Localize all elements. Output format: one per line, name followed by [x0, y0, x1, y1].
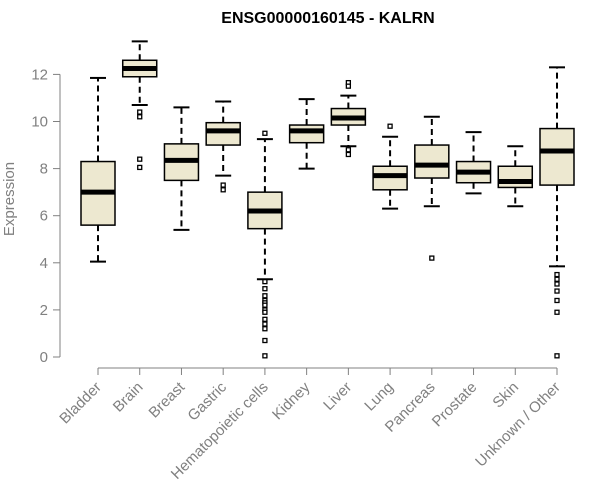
- outlier-point: [345, 147, 352, 153]
- outlier-point: [262, 286, 268, 292]
- box-group: [247, 130, 283, 359]
- y-tick-label: 4: [40, 255, 48, 272]
- x-tick-label: Skin: [489, 379, 522, 412]
- outlier-point: [262, 337, 268, 344]
- outlier-point: [554, 309, 560, 315]
- outlier-point: [554, 281, 560, 287]
- outlier-point: [137, 156, 143, 162]
- y-axis-title: Expression: [1, 162, 18, 236]
- x-tick-label: Prostate: [429, 379, 481, 431]
- y-tick-label: 2: [40, 302, 48, 319]
- box-group: [163, 106, 200, 231]
- box-group: [288, 98, 325, 170]
- outlier-point: [262, 293, 268, 299]
- outlier-point: [554, 271, 560, 278]
- box-group: [414, 115, 450, 261]
- box-group: [121, 40, 158, 171]
- box-group: [80, 76, 116, 263]
- box-group: [330, 79, 367, 158]
- outlier-point: [137, 164, 143, 171]
- outlier-point: [262, 278, 268, 285]
- box-group: [455, 131, 492, 195]
- outlier-point: [262, 316, 268, 322]
- outlier-point: [554, 276, 560, 282]
- x-tick-label: Liver: [320, 379, 355, 414]
- box-iqr: [497, 165, 534, 189]
- box-iqr: [205, 121, 241, 146]
- box-group: [372, 123, 408, 210]
- outlier-point: [345, 83, 352, 89]
- outlier-point: [262, 321, 268, 327]
- x-tick-label: Brain: [110, 379, 147, 416]
- y-axis: 0 2 4 6 8 10 12: [31, 66, 61, 366]
- box-iqr: [288, 124, 325, 144]
- outlier-point: [554, 353, 560, 359]
- box-group: [539, 66, 575, 359]
- box-iqr: [414, 144, 450, 179]
- y-tick-label: 12: [31, 66, 48, 83]
- box-group: [497, 145, 534, 208]
- box-iqr: [539, 127, 575, 186]
- outlier-point: [220, 187, 226, 193]
- outlier-point: [554, 288, 560, 294]
- y-tick-label: 8: [40, 161, 48, 178]
- outlier-point: [262, 309, 268, 315]
- outlier-point: [137, 109, 143, 115]
- outlier-point: [137, 114, 143, 120]
- y-tick-label: 6: [40, 208, 48, 225]
- x-tick-label: Breast: [146, 378, 189, 421]
- y-tick-label: 0: [40, 349, 48, 366]
- boxes-group: [80, 40, 575, 359]
- outlier-point: [554, 297, 560, 304]
- outlier-point: [262, 353, 268, 359]
- box-group: [205, 100, 241, 193]
- y-tick-label: 10: [31, 114, 48, 131]
- x-tick-label: Kidney: [269, 378, 314, 423]
- outlier-point: [262, 130, 268, 136]
- outlier-point: [429, 255, 435, 261]
- outlier-point: [387, 123, 393, 129]
- outlier-point: [262, 326, 268, 332]
- x-tick-label: Bladder: [56, 379, 105, 428]
- chart-title: ENSG00000160145 - KALRN: [221, 10, 434, 27]
- outlier-point: [345, 151, 352, 158]
- outlier-point: [220, 182, 226, 188]
- x-tick-label: Lung: [361, 379, 397, 415]
- outlier-point: [262, 302, 268, 308]
